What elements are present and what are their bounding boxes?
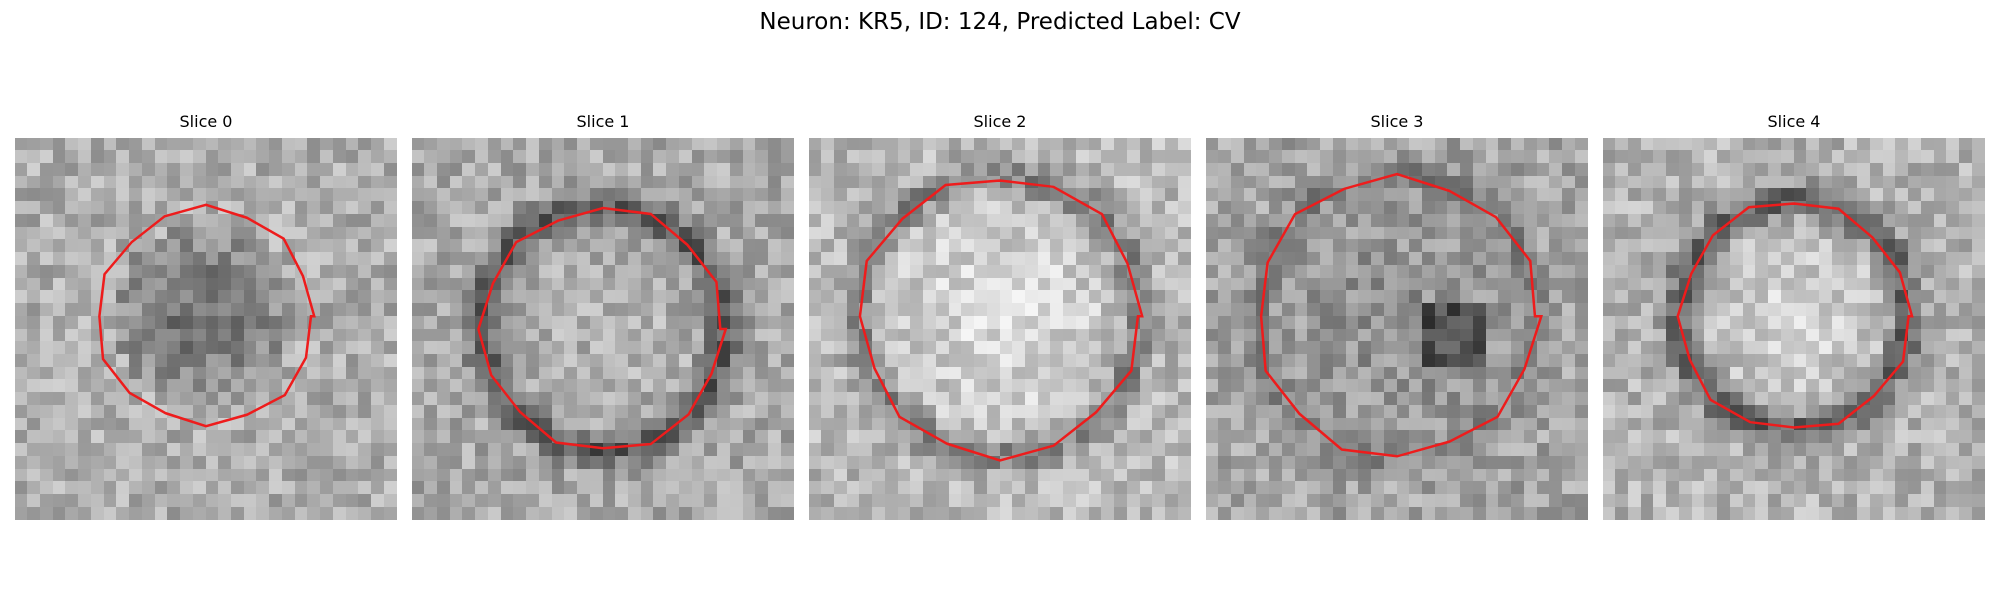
slice-image-2 — [809, 138, 1191, 520]
slice-image-1 — [412, 138, 794, 520]
slice-title-0: Slice 0 — [179, 112, 233, 131]
slice-image-4 — [1603, 138, 1985, 520]
slice-image-0 — [15, 138, 397, 520]
slice-panel-3: Slice 3 — [1206, 112, 1588, 520]
figure-title: Neuron: KR5, ID: 124, Predicted Label: C… — [759, 9, 1241, 35]
slice-panel-4: Slice 4 — [1603, 112, 1985, 520]
slice-image-3 — [1206, 138, 1588, 520]
slice-panel-1: Slice 1 — [412, 112, 794, 520]
slice-title-1: Slice 1 — [576, 112, 630, 131]
slice-title-3: Slice 3 — [1370, 112, 1424, 131]
slice-title-4: Slice 4 — [1767, 112, 1821, 131]
slice-title-2: Slice 2 — [973, 112, 1027, 131]
slice-panel-2: Slice 2 — [809, 112, 1191, 520]
slice-panel-0: Slice 0 — [15, 112, 397, 520]
